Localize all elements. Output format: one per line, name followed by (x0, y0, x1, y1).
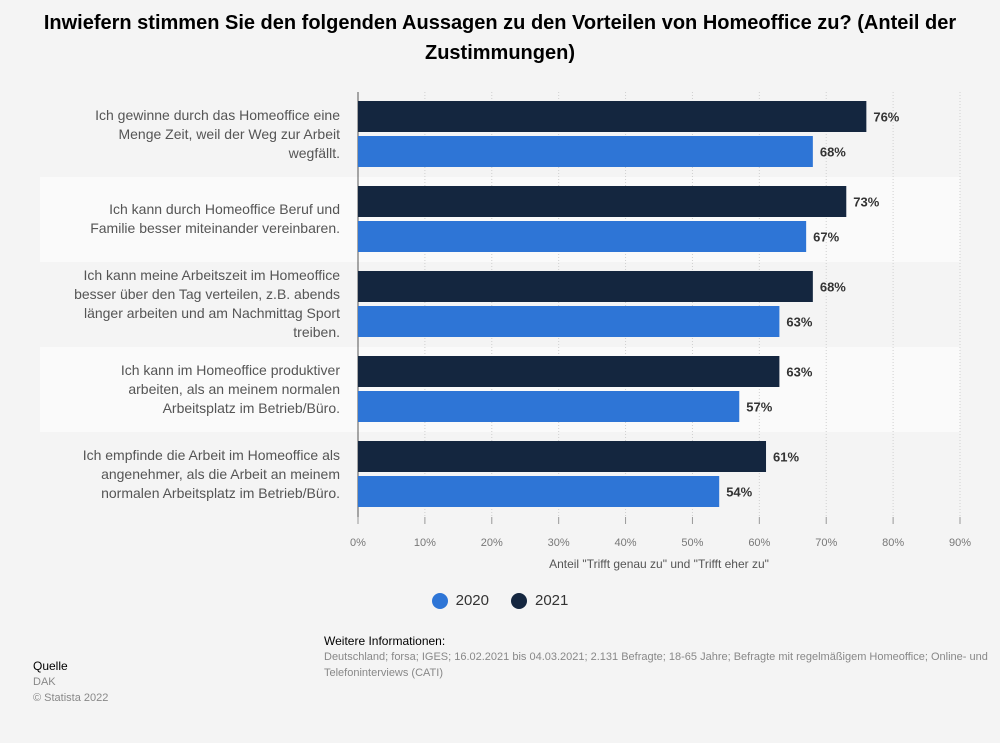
source-heading: Quelle (33, 659, 68, 673)
value-label-2020: 63% (786, 315, 812, 330)
bar-2020 (358, 136, 813, 167)
category-label: Ich kann meine Arbeitszeit im Homeoffice… (74, 267, 340, 340)
bar-2020 (358, 221, 807, 252)
value-label-2020: 68% (820, 145, 846, 160)
x-tick-label: 30% (548, 537, 570, 549)
category-label: Ich empfinde die Arbeit im Homeoffice al… (82, 446, 340, 501)
x-tick-label: 40% (615, 537, 637, 549)
legend-item-2020: 2020 (431, 592, 489, 609)
source-block: Quelle DAK © Statista 2022 (33, 658, 108, 706)
category-label: Ich kann durch Homeoffice Beruf und Famil… (90, 201, 340, 236)
x-tick-label: 70% (815, 537, 837, 549)
bar-2021 (358, 441, 767, 472)
x-tick-label: 0% (350, 537, 366, 549)
value-label-2021: 68% (820, 280, 846, 295)
value-label-2021: 61% (773, 450, 799, 465)
value-label-2021: 76% (873, 110, 899, 125)
bar-2020 (358, 476, 720, 507)
x-tick-label: 50% (681, 537, 703, 549)
bar-2021 (358, 271, 813, 302)
value-label-2020: 57% (746, 400, 772, 415)
x-tick-label: 80% (882, 537, 904, 549)
legend-label: 2020 (455, 592, 489, 609)
legend: 2020 2021 (0, 592, 1000, 609)
bar-2021 (358, 186, 847, 217)
legend-item-2021: 2021 (511, 592, 568, 609)
bar-2020 (358, 306, 780, 337)
legend-label: 2021 (535, 592, 569, 609)
value-label-2020: 67% (813, 230, 839, 245)
source-line: © Statista 2022 (33, 692, 109, 704)
source-line: DAK (33, 676, 56, 688)
x-tick-label: 20% (481, 537, 503, 549)
category-label: Ich kann im Homeoffice produktiver arbeit… (120, 361, 340, 416)
legend-swatch (511, 592, 527, 609)
chart-title: Inwiefern stimmen Sie den folgenden Auss… (43, 12, 957, 64)
info-block: Weitere Informationen: Deutschland; fors… (324, 634, 1000, 681)
x-axis-title: Anteil "Trifft genau zu" und "Trifft ehe… (549, 557, 769, 571)
category-label: Ich gewinne durch das Homeoffice eine Men… (95, 106, 340, 161)
source-lines: DAK © Statista 2022 (33, 674, 108, 706)
x-tick-label: 10% (414, 537, 436, 549)
bar-2021 (358, 101, 867, 132)
x-tick-label: 60% (748, 537, 770, 549)
bar-2020 (358, 391, 740, 422)
x-tick-label: 90% (949, 537, 971, 549)
value-label-2021: 73% (853, 195, 879, 210)
bar-2021 (358, 356, 780, 387)
value-label-2020: 54% (726, 485, 752, 500)
legend-swatch (431, 592, 448, 609)
value-label-2021: 63% (786, 365, 812, 380)
info-text: Deutschland; forsa; IGES; 16.02.2021 bis… (324, 651, 988, 679)
info-heading: Weitere Informationen: (324, 634, 446, 648)
